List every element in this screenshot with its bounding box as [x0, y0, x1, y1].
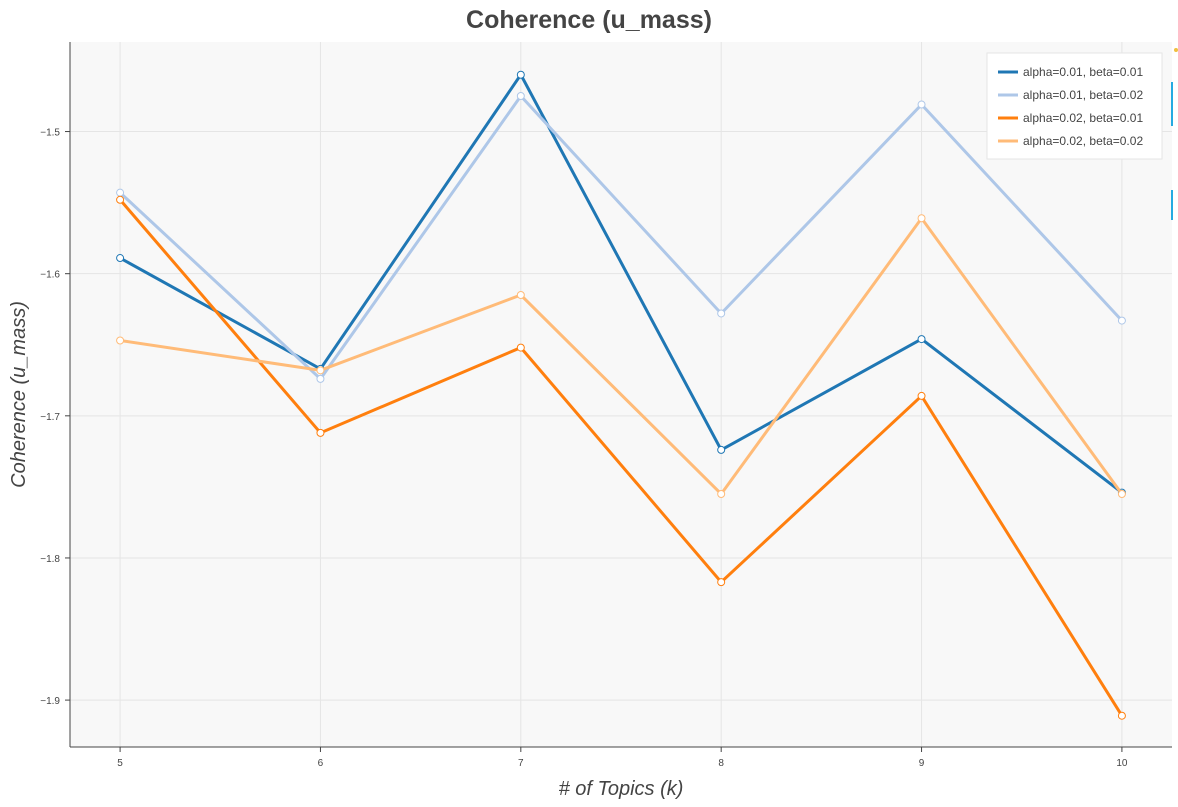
series-line — [119, 71, 1123, 494]
data-point — [516, 70, 525, 79]
series — [116, 214, 1126, 498]
data-point — [116, 254, 125, 263]
y-axis-title: Coherence (u_mass) — [8, 301, 30, 488]
data-point — [717, 489, 726, 498]
series — [116, 92, 1126, 383]
y-tick-label: −1.7 — [40, 412, 60, 423]
data-point — [516, 343, 525, 352]
y-tick-label: −1.6 — [40, 270, 60, 281]
legend-item[interactable]: alpha=0.01, beta=0.02 — [998, 88, 1143, 102]
x-tick-label: 6 — [318, 758, 324, 769]
data-point — [1117, 711, 1126, 720]
data-point — [516, 291, 525, 300]
x-tick-label: 9 — [919, 758, 925, 769]
data-point — [116, 188, 125, 197]
legend-label: alpha=0.02, beta=0.02 — [1023, 134, 1143, 148]
y-tick-label: −1.8 — [40, 554, 60, 565]
data-point — [717, 309, 726, 318]
data-point — [1117, 489, 1126, 498]
data-point — [917, 335, 926, 344]
x-tick-label: 7 — [518, 758, 524, 769]
toolbar[interactable] — [1171, 48, 1178, 220]
chart-title: Coherence (u_mass) — [466, 6, 712, 34]
axes: 5 6 7 8 9 10 −1.5 −1.6 −1.7 −1.8 −1.9 — [40, 42, 1172, 769]
series — [116, 195, 1126, 720]
data-point — [917, 391, 926, 400]
y-tick-label: −1.9 — [40, 696, 60, 707]
legend-label: alpha=0.01, beta=0.01 — [1023, 65, 1143, 79]
legend-item[interactable]: alpha=0.02, beta=0.02 — [998, 134, 1143, 148]
data-point — [917, 100, 926, 109]
data-point — [717, 578, 726, 587]
legend-item[interactable]: alpha=0.01, beta=0.01 — [998, 65, 1143, 79]
series-line — [119, 93, 1124, 382]
data-point — [116, 195, 125, 204]
data-point — [116, 336, 125, 345]
toolbar-logo-icon — [1174, 48, 1178, 52]
data-point — [917, 214, 926, 223]
data-point — [516, 92, 525, 101]
series-group — [116, 70, 1126, 720]
x-axis-title: # of Topics (k) — [559, 778, 684, 800]
data-point — [316, 374, 325, 383]
legend-item[interactable]: alpha=0.02, beta=0.01 — [998, 111, 1143, 125]
series-line — [119, 215, 1124, 497]
x-tick-label: 8 — [718, 758, 724, 769]
y-tick-label: −1.5 — [40, 128, 60, 139]
data-point — [316, 428, 325, 437]
series-line — [118, 198, 1124, 717]
x-tick-label: 10 — [1116, 758, 1128, 769]
data-point — [717, 445, 726, 454]
x-tick-label: 5 — [117, 758, 123, 769]
legend[interactable]: alpha=0.01, beta=0.01 alpha=0.01, beta=0.… — [986, 52, 1163, 160]
data-point — [316, 366, 325, 375]
data-point — [1117, 316, 1126, 325]
legend-label: alpha=0.01, beta=0.02 — [1023, 88, 1143, 102]
legend-label: alpha=0.02, beta=0.01 — [1023, 111, 1143, 125]
